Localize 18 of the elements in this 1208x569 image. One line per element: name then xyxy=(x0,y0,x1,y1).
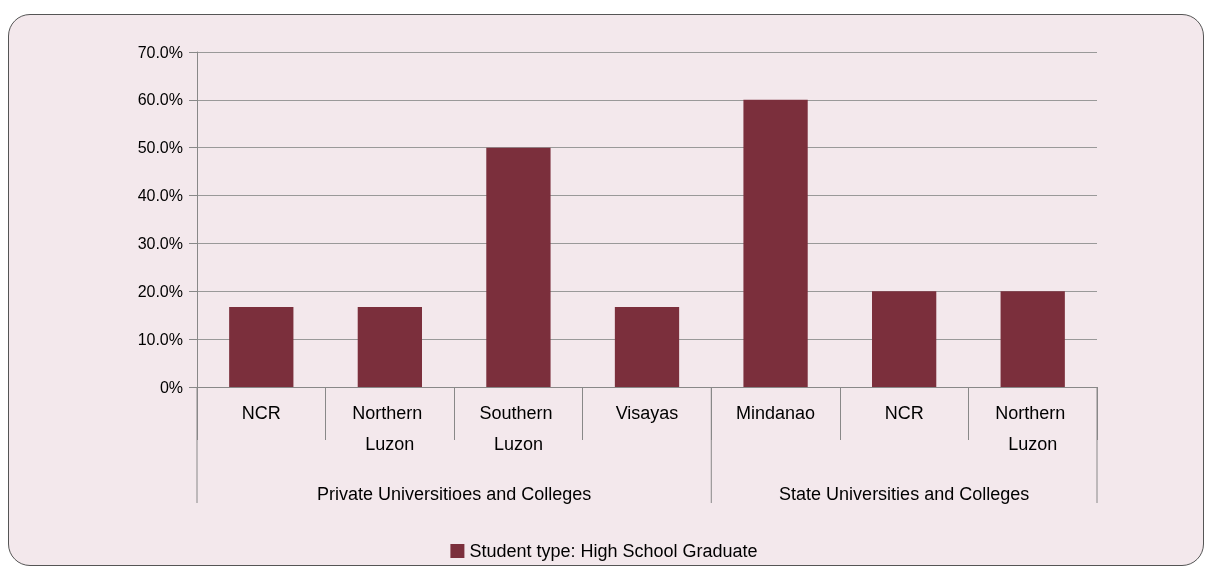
legend-label: Student type: High School Graduate xyxy=(469,541,758,561)
x-tick-label: NCR xyxy=(884,402,924,423)
x-tick-label: Northern Luzon xyxy=(995,402,1071,454)
x-tick-label: NCR xyxy=(241,402,281,423)
x-tick-label: Visayas xyxy=(615,402,679,423)
text: Private Universitioes and Colleges xyxy=(317,484,592,504)
y-tick-label: 50.0% xyxy=(137,139,183,157)
y-tick-label: 10.0% xyxy=(137,330,183,348)
y-tick-label: 0% xyxy=(159,378,183,396)
x-tick-label: Northern Luzon xyxy=(352,402,428,454)
y-tick-label: 20.0% xyxy=(137,282,183,300)
y-tick-label: 30.0% xyxy=(137,234,183,252)
text: State Universities and Colleges xyxy=(779,484,1030,504)
x-tick-label: Southern Luzon xyxy=(479,402,558,454)
y-tick-label: 60.0% xyxy=(137,91,183,109)
y-tick-label: 40.0% xyxy=(137,187,183,205)
x-tick-label: Mindanao xyxy=(736,402,816,423)
y-tick-label: 70.0% xyxy=(137,43,183,61)
